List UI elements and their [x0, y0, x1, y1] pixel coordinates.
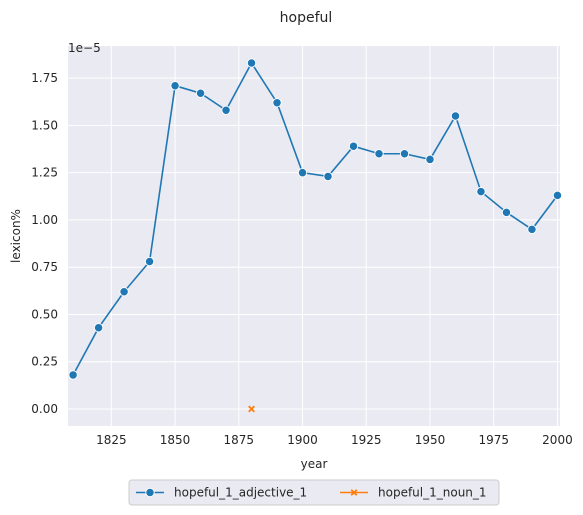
data-point-0	[374, 149, 384, 159]
data-point-0	[68, 370, 78, 380]
legend: hopeful_1_adjective_1 hopeful_1_noun_1	[128, 479, 500, 506]
legend-frame	[128, 479, 500, 506]
data-point-0	[221, 105, 231, 115]
chart-title: hopeful	[280, 10, 333, 26]
x-tick-label: 1850	[160, 433, 191, 447]
data-point-0	[323, 171, 333, 182]
data-point-0	[527, 224, 537, 235]
y-axis-label: lexicon%	[9, 209, 23, 263]
data-point-0	[425, 154, 435, 165]
x-tick-label: 1975	[478, 433, 509, 447]
x-ticks: 1825 1850 1875 1900 1925 1950 1975 2000	[96, 433, 573, 447]
data-point-0	[272, 98, 282, 108]
data-point-0	[246, 58, 257, 68]
data-point-0	[501, 207, 512, 218]
data-point-0	[476, 186, 486, 197]
legend-entries: hopeful_1_adjective_1 hopeful_1_noun_1	[136, 486, 487, 500]
x-tick-label: 1875	[224, 433, 255, 447]
data-point-0	[119, 287, 129, 297]
y-ticks: 0.00 0.25 0.50 0.75 1.00 1.25 1.50 1.75	[31, 71, 58, 416]
y-tick-label: 1.00	[31, 213, 58, 227]
data-point-0	[552, 190, 563, 201]
legend-label-0: hopeful_1_adjective_1	[174, 486, 307, 500]
data-point-0	[450, 111, 461, 121]
data-point-0	[195, 88, 206, 98]
legend-label-1: hopeful_1_noun_1	[378, 486, 487, 500]
x-tick-label: 1900	[287, 433, 318, 447]
data-point-0	[93, 323, 104, 333]
y-tick-label: 1.25	[31, 166, 58, 180]
x-axis-label: year	[301, 457, 328, 471]
y-tick-label: 0.50	[31, 307, 58, 321]
x-tick-label: 1950	[415, 433, 446, 447]
x-tick-label: 2000	[542, 433, 573, 447]
legend-marker-1	[350, 489, 358, 496]
grid	[68, 46, 560, 426]
x-tick-label: 1825	[96, 433, 127, 447]
data-point-0	[348, 141, 359, 151]
y-tick-label: 0.25	[31, 355, 58, 369]
x-tick-label: 1925	[351, 433, 382, 447]
y-tick-label: 1.50	[31, 118, 58, 132]
data-point-0	[399, 149, 410, 159]
data-point-0	[297, 168, 308, 178]
y-tick-label: 0.00	[31, 402, 58, 416]
data-point-0	[144, 256, 155, 267]
y-tick-label: 0.75	[31, 260, 58, 274]
data-point-0	[170, 81, 180, 91]
data-point-1	[248, 405, 255, 413]
legend-marker-0	[145, 487, 155, 498]
y-tick-label: 1.75	[31, 71, 58, 85]
series-line-0	[72, 61, 559, 376]
y-multiplier-label: 1e−5	[68, 41, 101, 55]
plot-area	[68, 46, 560, 426]
series-layer	[68, 58, 563, 413]
